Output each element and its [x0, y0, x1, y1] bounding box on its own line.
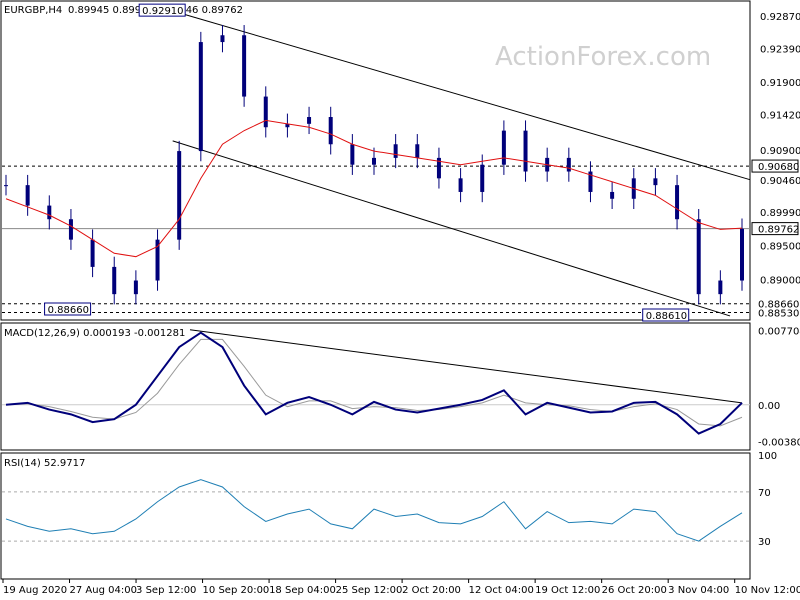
price-bar — [263, 96, 268, 128]
macd-y-tick-label: -0.003804 — [758, 437, 800, 448]
price-bar — [242, 35, 247, 97]
macd-header: MACD(12,26,9) 0.000193 -0.001281 — [4, 328, 185, 339]
price-bar — [4, 185, 8, 187]
price-bar — [155, 239, 160, 281]
x-tick-label: 3 Nov 04:00 — [668, 585, 729, 596]
boxed-label: 0.88660 — [48, 305, 89, 316]
rsi-line — [5, 479, 743, 542]
level-label: 0.89762 — [758, 225, 799, 236]
macd-trend-line — [189, 329, 743, 404]
price-bar — [307, 117, 312, 124]
ma-line — [5, 119, 743, 258]
price-bar — [588, 171, 593, 192]
channel-upper-line — [183, 13, 751, 181]
price-bar — [436, 157, 441, 179]
channel-lower-line — [172, 140, 731, 317]
x-tick-label: 2 Oct 20:00 — [402, 585, 461, 596]
macd-y-tick-label: 0.007704 — [758, 327, 800, 338]
price-bar — [393, 144, 398, 158]
price-y-tick-label: 0.91420 — [760, 111, 800, 122]
price-bar — [47, 205, 52, 220]
price-bar — [90, 239, 95, 267]
boxed-label: 0.92910 — [142, 6, 183, 17]
boxed-label-group: 0.88660 — [44, 302, 92, 316]
rsi-y-tick-label: 70 — [758, 488, 771, 499]
price-y-tick-label: 0.92390 — [760, 45, 800, 56]
macd-signal-line — [5, 338, 743, 427]
macd-line — [5, 331, 743, 435]
boxed-label-box — [642, 308, 690, 322]
price-y-tick-label: 0.90900 — [760, 146, 800, 157]
price-bar — [133, 280, 138, 295]
x-tick-label: 10 Nov 12:00 — [735, 585, 800, 596]
boxed-label-box — [138, 3, 186, 17]
price-y-tick-label: 0.89990 — [760, 208, 800, 219]
rsi-y-tick-label: 100 — [758, 451, 777, 462]
axis-layer: 0.92870 0.92390 0.91900 0.91420 0.90900 0.904… — [2, 12, 800, 596]
price-y-tick-label: 0.90460 — [760, 176, 800, 187]
watermark: ActionForex.com — [495, 42, 711, 72]
rsi-panel — [0, 452, 751, 580]
level-label: 0.88660 — [758, 300, 799, 311]
price-bar — [220, 35, 225, 43]
price-bar — [177, 151, 182, 240]
x-tick-label: 10 Sep 20:00 — [203, 585, 270, 596]
price-bar — [415, 144, 420, 158]
price-y-tick-label: 0.89000 — [760, 276, 800, 287]
price-y-tick-label: 0.91900 — [760, 78, 800, 89]
boxed-label-box — [44, 302, 92, 316]
price-bar — [696, 219, 701, 295]
price-bar — [328, 117, 333, 145]
x-tick-label: 25 Sep 12:00 — [336, 585, 403, 596]
price-header-symbol: EURGBP,H4 — [4, 5, 62, 16]
rsi-header: RSI(14) 52.9717 — [4, 458, 85, 469]
x-tick-label: 27 Aug 04:00 — [70, 585, 137, 596]
price-bar — [112, 266, 117, 295]
level-label: 0.88530 — [758, 309, 799, 320]
price-bar — [653, 178, 658, 186]
price-bar — [372, 157, 376, 165]
price-bar — [480, 164, 485, 192]
price-bar — [675, 185, 680, 220]
price-bar — [68, 219, 73, 240]
x-tick-label: 3 Sep 12:00 — [136, 585, 196, 596]
x-tick-label: 12 Oct 04:00 — [469, 585, 534, 596]
macd-panel — [0, 322, 751, 451]
price-bar — [25, 185, 30, 206]
boxed-label-group: 0.88610 — [642, 308, 690, 322]
price-y-tick-label: 0.89500 — [760, 241, 800, 252]
price-y-tick-label: 0.92870 — [760, 12, 800, 23]
price-bar — [566, 157, 571, 172]
price-bar — [458, 178, 463, 192]
price-bar — [740, 228, 744, 281]
price-layer: 0.92910 0.88660 0.88610 — [2, 3, 751, 322]
price-bar — [610, 191, 615, 199]
rsi-layer — [2, 479, 750, 542]
price-bar — [523, 130, 528, 172]
price-bar — [501, 130, 506, 165]
x-tick-label: 26 Oct 20:00 — [602, 585, 667, 596]
price-bar — [198, 42, 203, 152]
x-tick-label: 19 Oct 12:00 — [535, 585, 600, 596]
boxed-label: 0.88610 — [646, 311, 687, 322]
level-label: 0.90680 — [758, 162, 799, 173]
level-label-box — [751, 222, 799, 236]
rsi-y-tick-label: 30 — [758, 537, 771, 548]
price-bar — [718, 280, 723, 295]
price-bar — [350, 144, 355, 165]
macd-layer — [2, 329, 750, 435]
x-tick-label: 19 Aug 2020 — [3, 585, 67, 596]
x-tick-label: 18 Sep 04:00 — [269, 585, 336, 596]
level-label-box — [751, 159, 799, 173]
price-bar — [285, 123, 290, 128]
boxed-label-group: 0.92910 — [138, 3, 186, 17]
macd-y-tick-label: 0.00 — [758, 401, 780, 412]
